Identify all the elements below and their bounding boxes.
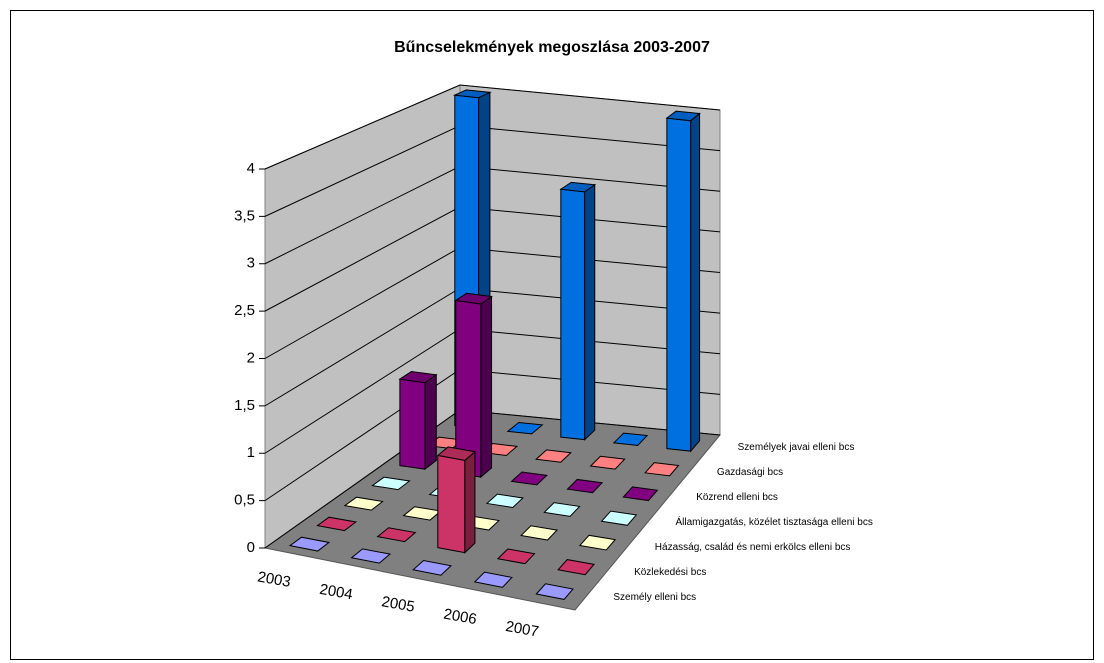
bar [535,449,572,463]
series-label: Közlekedési bcs [634,567,706,578]
bar-top [589,455,626,470]
bar [557,559,595,576]
y-tick-label: 3 [247,255,255,272]
y-tick-label: 3,5 [234,207,255,224]
y-tick-label: 2 [247,349,255,366]
bar-top [398,370,438,384]
bar [520,525,559,541]
series-label: Gazdasági bcs [717,467,783,478]
bar-top [600,510,638,526]
bar [412,559,453,576]
bar [578,534,617,551]
bar [485,493,524,508]
x-tick-label: 2003 [256,568,292,591]
bar [496,548,536,565]
bar-top [665,110,701,122]
bar-side [584,183,596,441]
x-tick-label: 2005 [380,593,416,616]
bar-top [612,432,649,446]
x-tick-label: 2007 [504,618,540,641]
y-tick-label: 4 [247,160,255,177]
bar-top [473,571,513,588]
bar [376,527,417,543]
bar-top [316,516,358,532]
series-label: Személyek javai elleni bcs [738,442,855,453]
y-tick-label: 0 [247,539,255,556]
y-tick-label: 1,5 [234,397,255,414]
bar-top [288,536,331,552]
y-tick-label: 1 [247,444,255,461]
bar [543,502,581,517]
bar [612,432,649,446]
bar-top [559,181,597,193]
bar-top [578,534,617,551]
bar-top [496,548,536,565]
bar-top [566,478,604,494]
bar-top [506,421,544,435]
bar [644,462,680,477]
bar-top [350,548,392,564]
bar-front [666,117,692,452]
bar [600,510,638,526]
bar [510,471,548,486]
bar [622,486,659,502]
bar-top [485,493,524,508]
x-tick-label: 2006 [442,606,478,629]
bar [288,536,331,552]
bar [665,110,701,453]
bar-top [622,486,659,502]
bar [350,548,392,564]
bar-top [343,496,384,511]
bar-front [399,378,426,470]
bar-top [510,471,548,486]
y-tick-label: 0,5 [234,492,255,509]
bar-top [376,527,417,543]
bar [589,455,626,470]
bar [371,476,411,491]
series-label: Közrend elleni bcs [696,492,778,503]
x-tick-label: 2004 [318,581,354,604]
bar [566,478,604,494]
bar-top [543,502,581,517]
bar [398,370,438,471]
series-label: Személy elleni bcs [613,592,696,603]
bar-front [437,454,466,554]
bar-top [412,559,453,576]
series-label: Államigazgatás, közélet tisztasága ellen… [676,515,873,528]
bar-front [560,188,586,441]
bar [343,496,384,511]
bar-side [424,373,437,471]
bar [559,181,597,441]
bar-top [535,583,574,600]
grid-line [264,84,721,170]
bar-top [436,446,477,461]
bar [535,583,574,600]
bar [454,292,493,479]
bar-top [371,476,411,491]
bar-top [454,292,493,305]
bar-top [644,462,680,477]
bar-side [464,450,476,554]
bar [473,571,513,588]
bar-top [520,525,559,541]
bar [316,516,358,532]
bar-side [690,112,701,453]
y-tick-label: 2,5 [234,302,255,319]
bar-top [557,559,595,576]
bar [506,421,544,435]
bar-side [480,295,493,479]
bar-top [452,89,492,99]
bar-top [535,449,572,463]
chart-title: Bűncselekmények megoszlása 2003-2007 [394,39,710,56]
series-label: Házasság, család és nemi erkölcs elleni … [655,542,851,553]
bar [436,446,477,554]
